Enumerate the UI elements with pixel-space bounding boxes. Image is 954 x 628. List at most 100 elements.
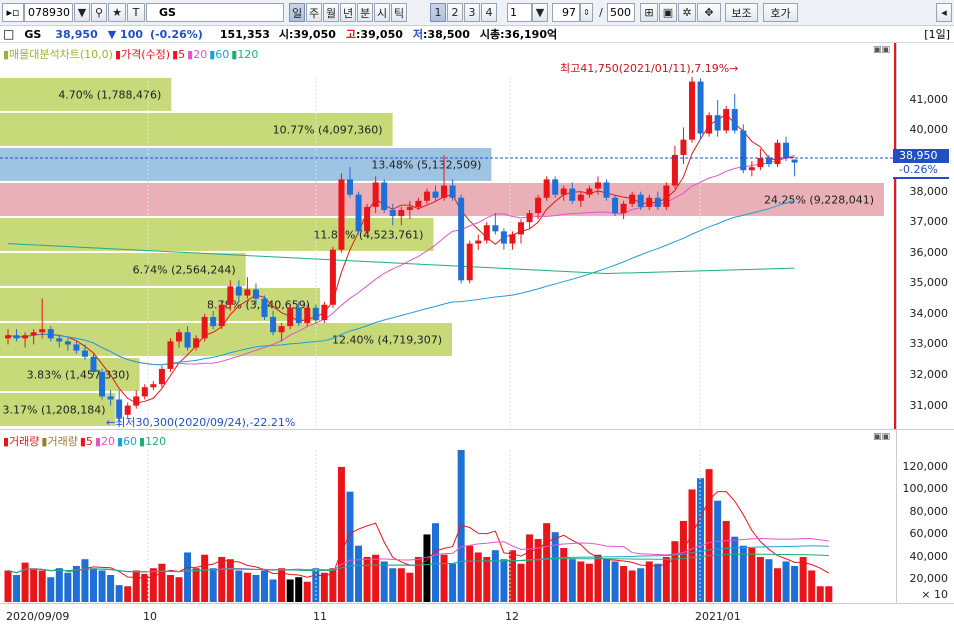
volume-chart-svg[interactable]	[0, 430, 896, 603]
volume-bar	[295, 577, 303, 602]
collapse-panel-icon[interactable]: ◂	[936, 3, 952, 22]
candle-body	[637, 194, 644, 207]
candle-body	[364, 206, 371, 232]
volume-bar	[620, 565, 628, 602]
stock-code-input[interactable]: 078930	[24, 3, 73, 22]
candle-body	[39, 329, 46, 333]
add-window-icon[interactable]: ⊞	[640, 3, 658, 22]
period-hour-button[interactable]: 시	[374, 3, 390, 22]
candle-body	[483, 225, 490, 241]
volume-panel[interactable]: ▮거래량 ▮거래량 ▮5 ▮20 ▮60 ▮120 ▣▣	[0, 429, 896, 603]
legend-price[interactable]: ▮가격(수정)	[114, 48, 171, 61]
info-high-label: 고	[345, 28, 357, 41]
legend-vol-ma5[interactable]: ▮5	[79, 434, 93, 448]
volume-bar	[64, 572, 72, 602]
candle-body	[671, 154, 678, 186]
candle-body	[706, 115, 713, 134]
volume-bar	[423, 534, 431, 602]
candle-body	[227, 286, 234, 305]
volume-axis-tick: 80,000	[909, 504, 949, 518]
legend-ma5[interactable]: ▮5	[172, 47, 186, 61]
search-icon[interactable]: ⚲	[91, 3, 107, 22]
volume-bar	[98, 570, 106, 602]
favorite-star-icon[interactable]: ★	[108, 3, 126, 22]
candle-body	[210, 316, 217, 327]
save-icon[interactable]: ▣	[659, 3, 677, 22]
volume-bar	[372, 554, 380, 602]
volume-profile-label: 4.70% (1,788,476)	[58, 88, 161, 101]
price-chart-svg[interactable]: 3.17% (1,208,184) 3.83% (1,457,330) 12.40%…	[0, 43, 896, 429]
candle-body	[518, 222, 524, 235]
legend-vol-ma120[interactable]: ▮120	[139, 434, 167, 448]
total-count-field[interactable]: 500	[607, 3, 635, 22]
price-panel[interactable]: 3.17% (1,208,184) 3.83% (1,457,330) 12.40%…	[0, 43, 896, 429]
num-3-button[interactable]: 3	[464, 3, 480, 22]
info-change: ▼ 100	[107, 27, 144, 41]
current-price-pct: -0.26%	[893, 163, 949, 177]
count-spinner-icon[interactable]: ⇕	[580, 3, 593, 22]
period-month-button[interactable]: 월	[323, 3, 339, 22]
candle-body	[791, 159, 798, 163]
candle-body	[723, 109, 730, 131]
volume-bar	[791, 565, 799, 602]
move-crosshair-icon[interactable]: ✥	[697, 3, 721, 22]
stock-name-field[interactable]: GS	[146, 3, 284, 22]
price-axis-tick: 35,000	[909, 276, 949, 290]
code-dropdown-icon[interactable]: ▼	[74, 3, 90, 22]
period-year-button[interactable]: 년	[340, 3, 356, 22]
legend-ma120[interactable]: ▮120	[231, 47, 259, 61]
volume-bar	[697, 478, 705, 602]
candle-body	[697, 81, 704, 134]
period-week-button[interactable]: 주	[306, 3, 322, 22]
settings-gear-icon[interactable]: ✲	[678, 3, 696, 22]
candle-body	[116, 399, 123, 418]
volume-bar	[603, 559, 610, 602]
quote-button[interactable]: 호가	[763, 3, 798, 22]
volume-profile-bar	[0, 77, 172, 111]
num-2-button[interactable]: 2	[447, 3, 463, 22]
candle-body	[30, 332, 37, 336]
price-panel-minmax-icon[interactable]: ▣▣	[873, 45, 891, 55]
legend-vp[interactable]: ▮매물대분석차트(10,0)	[3, 48, 113, 61]
period-tick-button[interactable]: 틱	[391, 3, 407, 22]
volume-bar	[30, 568, 38, 602]
num-1-button[interactable]: 1	[430, 3, 446, 22]
legend-vol-ma60[interactable]: ▮60	[116, 434, 138, 448]
candle-body	[270, 316, 277, 333]
candle-body	[47, 329, 54, 339]
volume-bar	[483, 556, 491, 602]
volume-bar	[346, 491, 354, 602]
time-axis-tick: 2020/09/09	[6, 610, 70, 623]
aux-button[interactable]: 보조	[725, 3, 758, 22]
num-4-button[interactable]: 4	[481, 3, 497, 22]
text-tool-icon[interactable]: T	[127, 3, 145, 22]
candle-body	[757, 158, 764, 168]
volume-bar	[38, 570, 46, 602]
info-checkbox[interactable]: □	[3, 27, 15, 41]
volume-bar	[47, 577, 55, 602]
legend-ma20[interactable]: ▮20	[187, 47, 208, 61]
count-input[interactable]: 97	[552, 3, 580, 22]
volume-bar	[491, 550, 499, 602]
legend-ma60[interactable]: ▮60	[209, 47, 230, 61]
volume-bar	[508, 550, 516, 602]
interval-input[interactable]: 1	[507, 3, 532, 22]
candle-body	[492, 225, 499, 232]
period-select[interactable]: [1일]	[924, 28, 950, 41]
volume-bar	[551, 532, 559, 602]
candle-body	[278, 326, 285, 333]
interval-dropdown-icon[interactable]: ▼	[532, 3, 548, 22]
volume-bar	[526, 534, 534, 602]
toolbar: ▸▫ 078930 ▼ ⚲ ★ T GS 일 주 월 년 분 시 틱 1 2 3…	[0, 0, 954, 26]
legend-vol2[interactable]: ▮거래량	[41, 435, 78, 448]
period-minute-button[interactable]: 분	[357, 3, 373, 22]
market-select-icon[interactable]: ▸▫	[2, 3, 24, 22]
period-day-button[interactable]: 일	[289, 3, 305, 22]
legend-vol1[interactable]: ▮거래량	[3, 435, 40, 448]
candle-body	[329, 249, 336, 305]
volume-panel-minmax-icon[interactable]: ▣▣	[873, 432, 891, 442]
volume-bar	[500, 559, 508, 602]
total-separator: /	[599, 6, 603, 19]
candle-body	[509, 234, 516, 244]
legend-vol-ma20[interactable]: ▮20	[94, 434, 115, 448]
